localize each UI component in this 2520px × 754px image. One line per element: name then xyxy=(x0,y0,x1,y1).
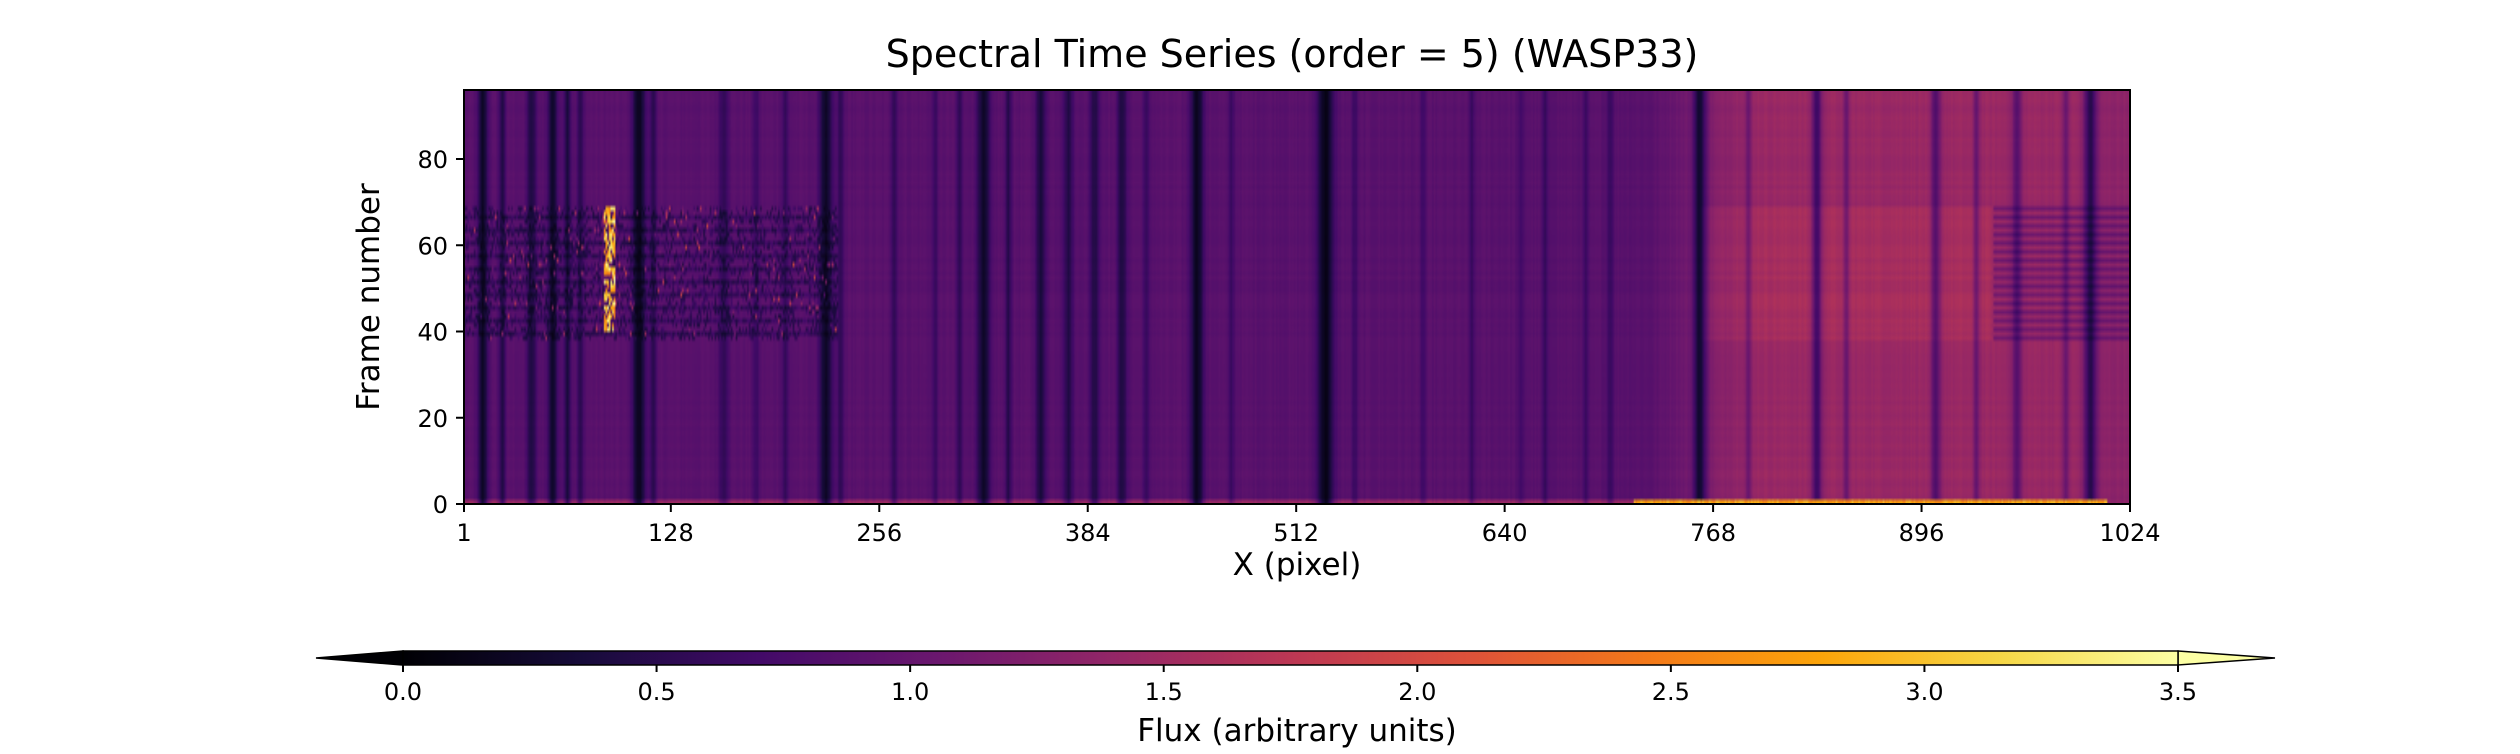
colorbar-min-extend xyxy=(315,650,404,666)
y-tick-label: 40 xyxy=(417,319,448,347)
colorbar-gradient xyxy=(402,650,2179,666)
x-tick-label: 1 xyxy=(456,519,471,547)
y-tick-label: 0 xyxy=(433,491,448,519)
x-tick-label: 256 xyxy=(856,519,902,547)
x-tick-label: 768 xyxy=(1690,519,1736,547)
y-tick-label: 80 xyxy=(417,146,448,174)
y-axis: 0 20 40 60 80 xyxy=(417,146,464,519)
heatmap-image xyxy=(464,90,2130,504)
heatmap xyxy=(464,90,2130,504)
colorbar-tick-label: 2.0 xyxy=(1398,678,1436,706)
colorbar-tick-label: 3.0 xyxy=(1905,678,1943,706)
chart-title: Spectral Time Series (order = 5) (WASP33… xyxy=(886,32,1699,76)
y-tick-label: 20 xyxy=(417,405,448,433)
colorbar-tick-label: 1.0 xyxy=(891,678,929,706)
y-axis-label: Frame number xyxy=(351,183,387,411)
x-tick-label: 896 xyxy=(1899,519,1945,547)
x-axis: 1 128 256 384 512 640 768 896 1024 xyxy=(456,504,2161,547)
x-tick-label: 128 xyxy=(648,519,694,547)
x-axis-label: X (pixel) xyxy=(1233,547,1362,583)
x-tick-label: 1024 xyxy=(2099,519,2160,547)
y-tick-label: 60 xyxy=(417,232,448,260)
colorbar-tick-label: 2.5 xyxy=(1652,678,1690,706)
colorbar: 0.0 0.5 1.0 1.5 2.0 2.5 3.0 3.5 xyxy=(315,650,2276,706)
colorbar-tick-label: 1.5 xyxy=(1145,678,1183,706)
colorbar-tick-label: 3.5 xyxy=(2159,678,2197,706)
x-tick-label: 640 xyxy=(1482,519,1528,547)
x-tick-label: 512 xyxy=(1273,519,1319,547)
x-tick-label: 384 xyxy=(1065,519,1111,547)
colorbar-tick-label: 0.5 xyxy=(637,678,675,706)
colorbar-label: Flux (arbitrary units) xyxy=(1137,713,1457,749)
colorbar-tick-label: 0.0 xyxy=(384,678,422,706)
colorbar-max-extend xyxy=(2177,650,2276,666)
